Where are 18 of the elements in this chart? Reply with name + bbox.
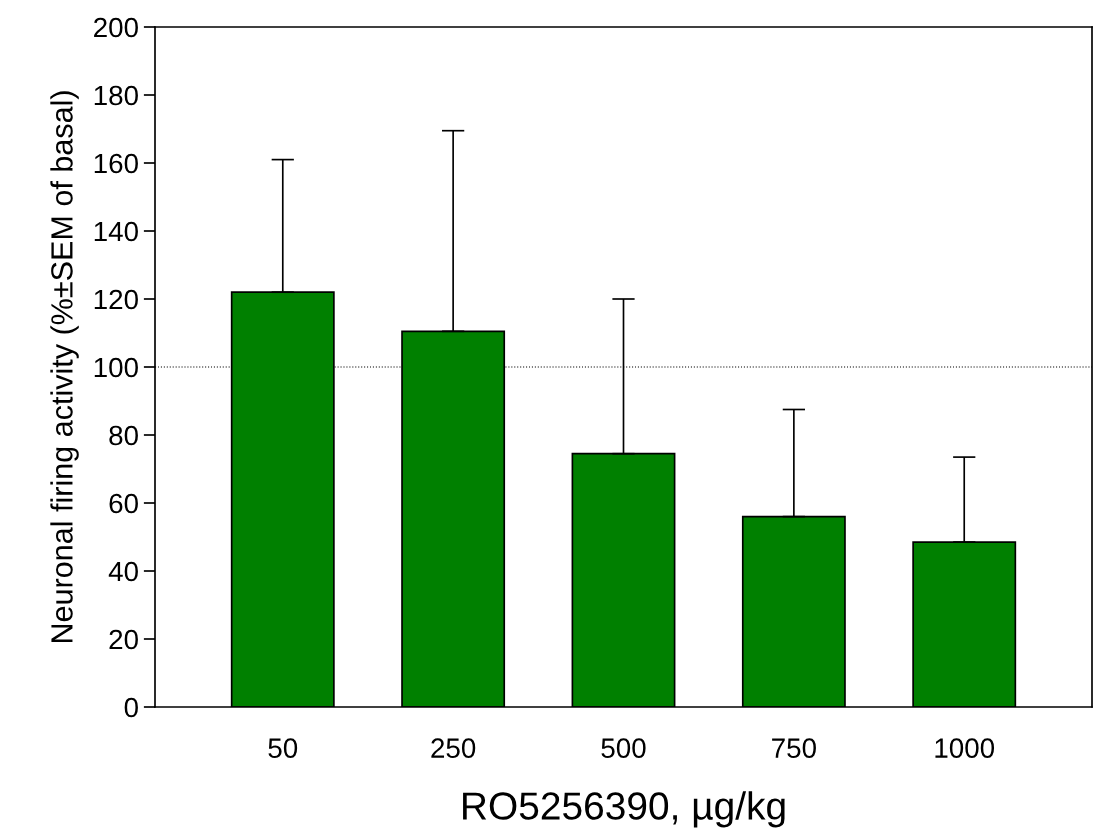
x-tick-label: 50 [268, 738, 298, 758]
y-axis-title: Neuronal firing activity (%±SEM of basal) [50, 91, 79, 643]
y-tick-label: 20 [109, 629, 138, 650]
y-tick-label: 140 [94, 221, 138, 242]
y-tick-label: 0 [124, 697, 138, 718]
y-tick-label: 180 [94, 85, 138, 106]
x-axis-title: RO5256390, µg/kg [463, 791, 785, 828]
y-tick-label: 120 [94, 289, 138, 310]
y-tick-label: 60 [109, 493, 138, 514]
x-tick-label: 1000 [935, 738, 995, 758]
y-tick-label: 100 [94, 357, 138, 378]
y-tick-label: 40 [108, 561, 138, 582]
y-tick-label: 200 [94, 17, 138, 38]
y-tick-label: 160 [94, 153, 138, 174]
x-tick-label: 250 [431, 738, 476, 758]
x-tick-label: 750 [772, 738, 816, 758]
y-tick-label: 80 [109, 425, 138, 446]
x-tick-label: 500 [601, 738, 646, 758]
